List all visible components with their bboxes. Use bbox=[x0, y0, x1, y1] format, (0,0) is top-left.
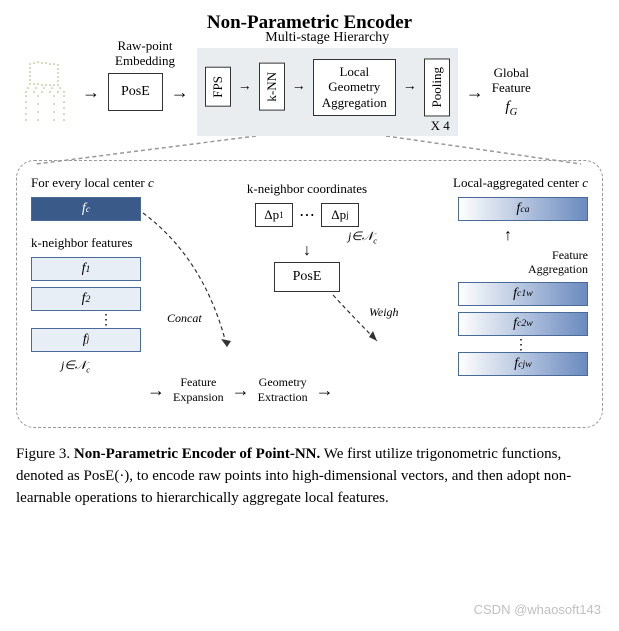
weigh-label: Weigh bbox=[369, 305, 399, 320]
up-arrow-icon: ↑ bbox=[428, 227, 588, 245]
geometry-extraction-label: GeometryExtraction bbox=[258, 375, 308, 405]
arrow-icon: → bbox=[403, 79, 417, 95]
fj-box: fj bbox=[31, 328, 141, 352]
pipeline-row: → Raw-pointEmbedding PosE → Multi-stage … bbox=[16, 48, 603, 136]
knn-box: k-NN bbox=[259, 63, 285, 111]
arrow-icon: → bbox=[316, 380, 334, 401]
watermark: CSDN @whaosoft143 bbox=[474, 602, 601, 617]
fg-symbol: fG bbox=[492, 99, 531, 118]
arrow-icon: → bbox=[82, 82, 100, 103]
arrow-icon: → bbox=[147, 380, 165, 401]
arrow-icon: → bbox=[466, 82, 484, 103]
left-title: For every local center c bbox=[31, 175, 181, 191]
feature-aggregation-label: FeatureAggregation bbox=[428, 249, 588, 275]
right-column: Local-aggregated center c fca ↑ FeatureA… bbox=[428, 175, 588, 382]
dp1-box: Δp1 bbox=[255, 203, 293, 227]
arrow-icon: → bbox=[238, 79, 252, 95]
bottom-flow: → FeatureExpansion → GeometryExtraction … bbox=[147, 375, 334, 405]
fps-box: FPS bbox=[205, 67, 231, 107]
concat-arrow bbox=[135, 209, 245, 359]
detail-panel: For every local center c fc k-neighbor f… bbox=[16, 160, 603, 428]
dpj-box: Δpj bbox=[321, 203, 359, 227]
concat-label: Concat bbox=[167, 311, 202, 326]
figure-caption: Figure 3. Non-Parametric Encoder of Poin… bbox=[16, 444, 603, 509]
feature-expansion-label: FeatureExpansion bbox=[173, 375, 224, 405]
arrow-icon: → bbox=[171, 82, 189, 103]
pose-box-detail: PosE bbox=[274, 262, 341, 292]
raw-point-label: Raw-pointEmbedding bbox=[100, 39, 190, 68]
fcw1-box: fc1w bbox=[458, 282, 588, 306]
f1-box: f1 bbox=[31, 257, 141, 281]
repeat-x4-label: X 4 bbox=[431, 118, 450, 134]
fc-box: fc bbox=[31, 197, 141, 221]
fcw2-box: fc2w bbox=[458, 312, 588, 336]
arrow-icon: → bbox=[292, 79, 306, 95]
arrow-icon: → bbox=[232, 380, 250, 401]
fca-box: fca bbox=[458, 197, 588, 221]
f2-box: f2 bbox=[31, 287, 141, 311]
hdots-icon: ⋯ bbox=[299, 205, 315, 225]
j-in-nc-left: j∈𝒩c bbox=[61, 358, 181, 374]
hierarchy-group: Multi-stage Hierarchy FPS → k-NN → Local… bbox=[197, 48, 458, 136]
figure-number: Figure 3. bbox=[16, 446, 70, 462]
vdots-icon: ⋮ bbox=[428, 342, 528, 350]
global-feature-label: GlobalFeature bbox=[492, 66, 531, 95]
lga-box: LocalGeometryAggregation bbox=[313, 59, 396, 116]
pooling-box: Pooling bbox=[424, 58, 450, 116]
knc-label: k-neighbor coordinates bbox=[217, 181, 397, 197]
point-cloud-icon bbox=[16, 58, 74, 126]
pose-box: PosE bbox=[108, 73, 163, 111]
fcwj-box: fcjw bbox=[458, 352, 588, 376]
right-title: Local-aggregated center c bbox=[428, 175, 588, 191]
figure-title: Non-Parametric Encoder of Point-NN. bbox=[74, 446, 320, 462]
weigh-arrow bbox=[327, 291, 407, 351]
hierarchy-label: Multi-stage Hierarchy bbox=[265, 30, 389, 46]
